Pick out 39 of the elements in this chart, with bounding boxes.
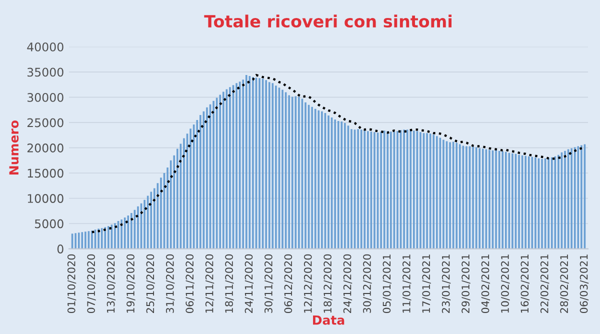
y-tick-label: 0 xyxy=(57,244,64,254)
x-tick-label: 31/10/2020 xyxy=(166,254,175,313)
x-tick-label: 10/02/2021 xyxy=(501,254,510,313)
x-tick-label: 28/02/2021 xyxy=(560,254,569,313)
x-tick-label: 12/11/2020 xyxy=(205,254,214,313)
y-tick-label: 20000 xyxy=(27,144,64,152)
chart-title: Totale ricoveri con sintomi xyxy=(204,14,452,28)
y-tick-label: 10000 xyxy=(28,194,64,203)
x-tick-label: 01/10/2020 xyxy=(67,254,76,314)
y-tick-label: 40000 xyxy=(27,42,64,52)
x-axis-title: Data xyxy=(313,316,344,325)
y-axis-title: Numero xyxy=(9,120,19,174)
x-tick-label: 06/11/2020 xyxy=(186,254,194,314)
x-tick-label: 19/10/2020 xyxy=(126,254,136,313)
x-tick-label: 17/01/2021 xyxy=(422,254,431,313)
x-tick-label: 25/10/2020 xyxy=(146,254,155,313)
x-tick-label: 06/12/2020 xyxy=(284,254,293,314)
x-tick-label: 24/12/2020 xyxy=(343,254,352,313)
x-tick-label: 16/02/2021 xyxy=(520,254,530,313)
x-tick-label: 30/11/2020 xyxy=(264,254,274,313)
y-tick-label: 15000 xyxy=(28,168,64,178)
x-tick-label: 23/01/2021 xyxy=(442,254,451,313)
x-tick-label: 24/11/2020 xyxy=(244,254,254,313)
x-tick-label: 13/10/2020 xyxy=(106,254,116,313)
x-tick-label: 05/01/2021 xyxy=(382,254,392,314)
x-tick-label: 04/02/2021 xyxy=(481,254,490,314)
y-tick-label: 35000 xyxy=(27,68,64,77)
x-tick-label: 30/12/2020 xyxy=(363,254,372,313)
y-tick-label: 5000 xyxy=(35,219,64,228)
x-tick-label: 22/02/2021 xyxy=(540,254,550,313)
x-tick-label: 29/01/2021 xyxy=(462,254,470,313)
x-tick-label: 18/12/2020 xyxy=(324,254,332,313)
x-tick-label: 12/12/2020 xyxy=(304,254,313,313)
y-tick-label: 25000 xyxy=(27,118,64,128)
x-tick-label: 18/11/2020 xyxy=(225,254,234,313)
x-tick-label: 06/03/2021 xyxy=(580,254,589,314)
x-tick-label: 11/01/2021 xyxy=(402,254,412,313)
y-tick-label: 30000 xyxy=(27,93,64,102)
x-tick-label: 07/10/2020 xyxy=(87,254,96,314)
